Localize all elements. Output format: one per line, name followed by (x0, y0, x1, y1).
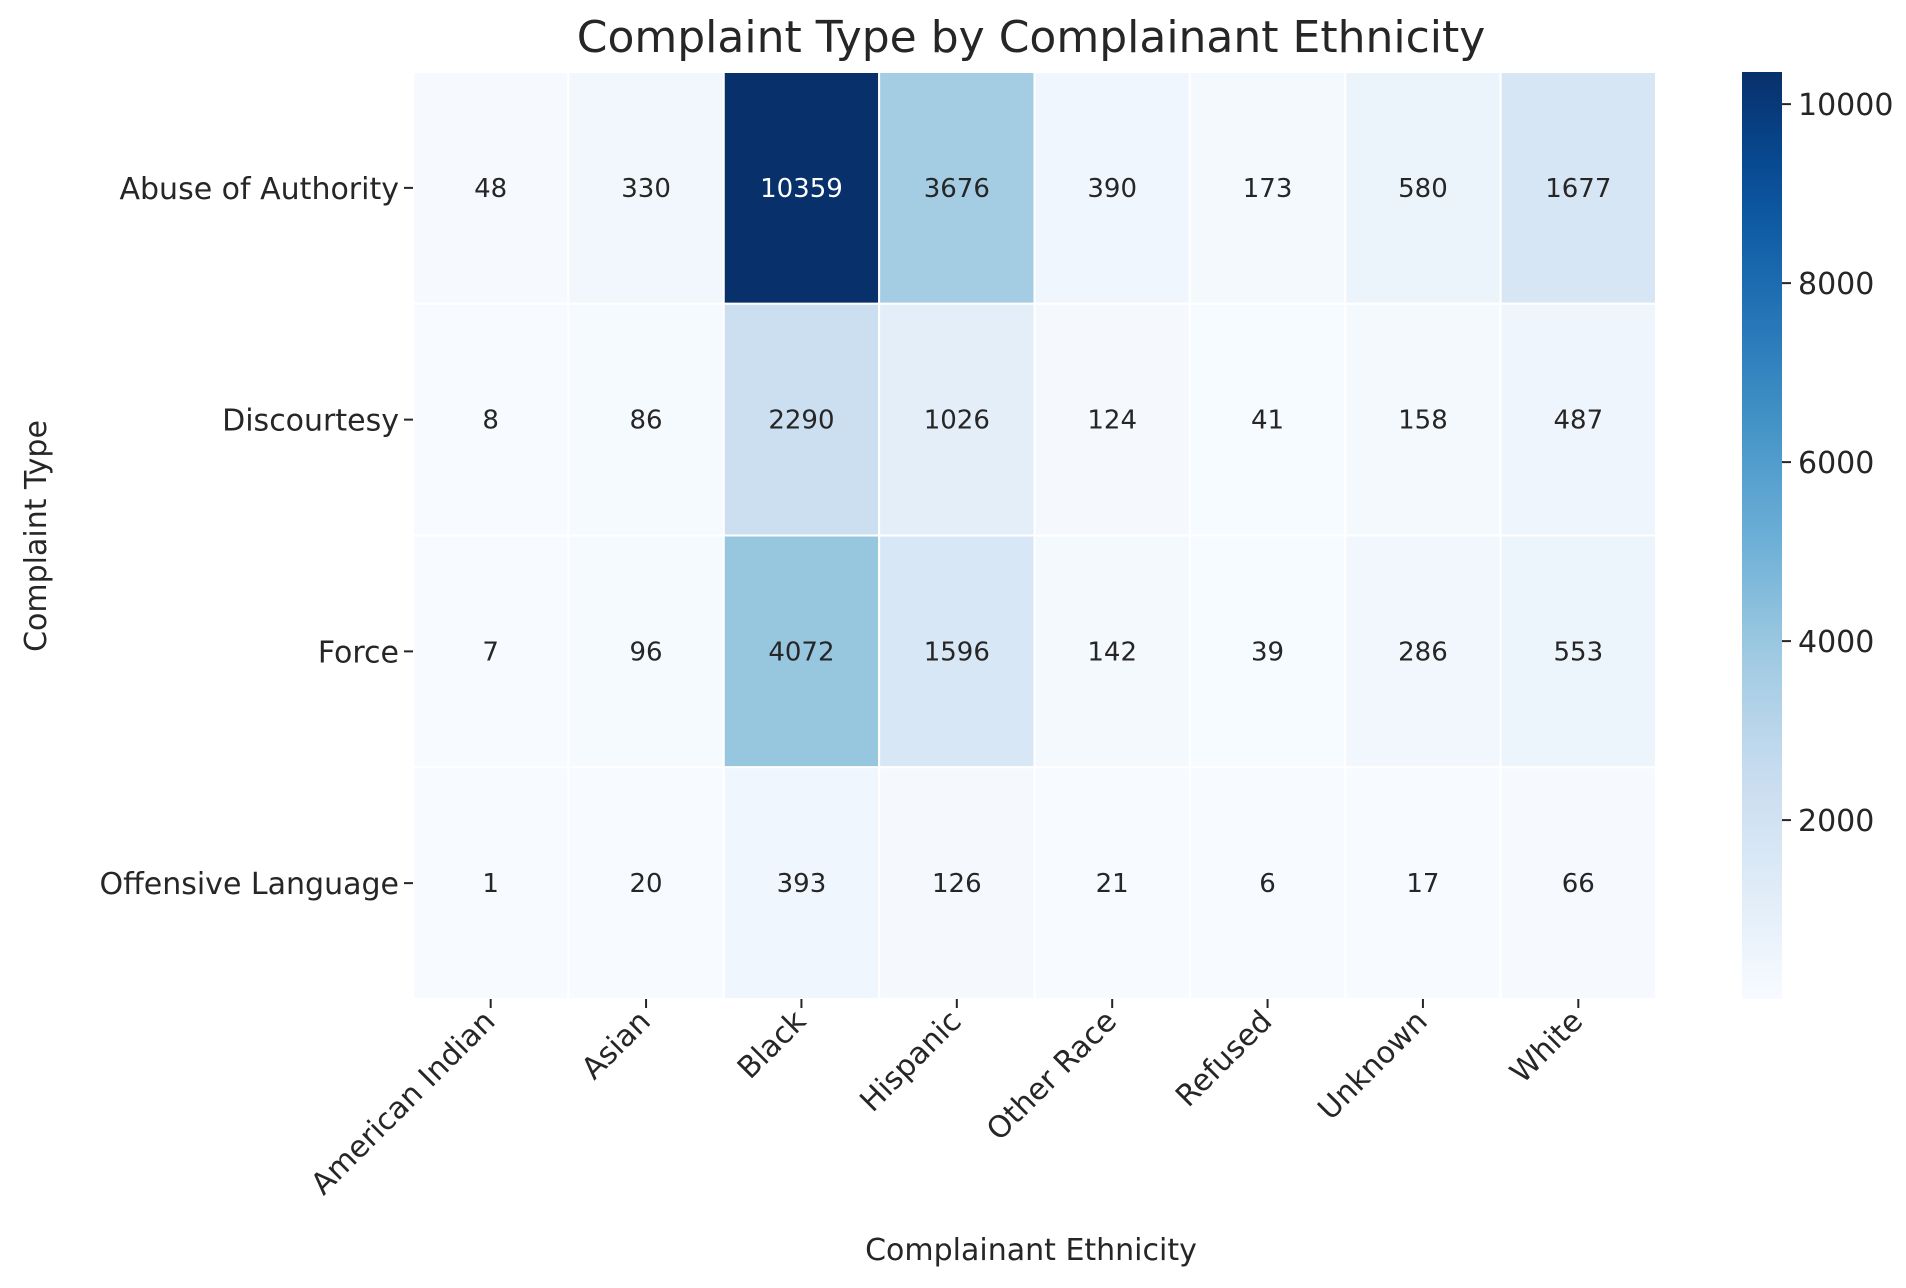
heatmap-cell (1344, 766, 1502, 1000)
colorbar-tick-label: 6000 (1798, 446, 1874, 481)
y-tick-label: Force (318, 635, 399, 670)
heatmap-cell (1033, 766, 1191, 1000)
heatmap-cell-value: 580 (1398, 174, 1448, 204)
x-tick-label: Asian (575, 1004, 658, 1087)
heatmap-cell (1033, 71, 1191, 305)
heatmap-cell-value: 286 (1398, 637, 1448, 667)
heatmap-cell-value: 1596 (924, 637, 990, 667)
heatmap-cell (878, 534, 1036, 769)
heatmap-cell-value: 1 (482, 869, 499, 899)
heatmap-cell (1499, 302, 1657, 537)
heatmap-cell-value: 1026 (924, 406, 990, 436)
x-tick-label: Unknown (1311, 1004, 1434, 1127)
x-axis: American Indian Asian Black Hispanic Other R… (304, 999, 1590, 1202)
y-axis-label: Complaint Type (19, 420, 54, 652)
heatmap-cell-value: 39 (1251, 637, 1284, 667)
heatmap-cell (412, 766, 570, 1000)
heatmap-cell (567, 71, 725, 305)
heatmap-cell-value: 6 (1259, 869, 1276, 899)
heatmap-cell (878, 71, 1036, 305)
heatmap-cell-value: 48 (474, 174, 507, 204)
heatmap-cell-value: 142 (1087, 637, 1137, 667)
x-tick-label: Hispanic (853, 1004, 968, 1119)
heatmap-cell-value: 17 (1406, 869, 1439, 899)
heatmap-cell (722, 71, 881, 305)
heatmap-cell (878, 766, 1036, 1000)
heatmap-cell (1188, 71, 1347, 305)
heatmap-cell-value: 20 (630, 869, 663, 899)
y-tick-label: Abuse of Authority (119, 172, 399, 207)
x-tick-label: Refused (1169, 1004, 1279, 1114)
heatmap-cell-value: 487 (1553, 406, 1603, 436)
heatmap-cell (1344, 302, 1502, 537)
x-axis-label: Complainant Ethnicity (865, 1233, 1197, 1268)
colorbar-tick-label: 8000 (1798, 267, 1874, 302)
heatmap-cell (1188, 534, 1347, 769)
heatmap-cell-value: 553 (1553, 637, 1603, 667)
heatmap-cell-value: 124 (1087, 406, 1137, 436)
heatmap-cell (1033, 302, 1191, 537)
y-tick-label: Discourtesy (222, 404, 399, 439)
heatmap-cell-value: 10359 (760, 174, 843, 204)
heatmap-cell (1499, 534, 1657, 769)
heatmap-cell (722, 766, 881, 1000)
heatmap-cell-value: 86 (630, 406, 663, 436)
heatmap-cell (1344, 534, 1502, 769)
heatmap-cell-value: 390 (1087, 174, 1137, 204)
heatmap-cell-value: 2290 (768, 406, 834, 436)
heatmap-cell (412, 71, 570, 305)
y-tick-label: Offensive Language (99, 867, 399, 902)
heatmap-cell-value: 41 (1251, 406, 1284, 436)
heatmap-cell-value: 96 (630, 637, 663, 667)
heatmap-cell (878, 302, 1036, 537)
x-tick-label: Black (731, 1003, 814, 1086)
colorbar-tick-label: 2000 (1798, 804, 1874, 839)
heatmap-cell (567, 302, 725, 537)
heatmap-cell-value: 1677 (1545, 174, 1611, 204)
x-tick-label: American Indian (304, 1004, 502, 1202)
heatmap-cell-value: 3676 (924, 174, 990, 204)
heatmap-cell (1033, 534, 1191, 769)
heatmap-cell-value: 66 (1562, 869, 1595, 899)
x-tick-label: Other Race (980, 1004, 1124, 1148)
heatmap-cells (412, 71, 1657, 1000)
heatmap-cell (567, 534, 725, 769)
heatmap-cell-value: 173 (1243, 174, 1293, 204)
heatmap-cell-value: 7 (482, 637, 499, 667)
heatmap-cell-value: 158 (1398, 406, 1448, 436)
x-tick-label: White (1504, 1004, 1590, 1090)
y-axis: Abuse of Authority Discourtesy Force Offens… (99, 172, 413, 902)
colorbar: 2000 4000 6000 8000 10000 (1742, 72, 1893, 999)
heatmap-cell-value: 330 (621, 174, 671, 204)
chart-title: Complaint Type by Complainant Ethnicity (577, 12, 1486, 63)
colorbar-tick-label: 4000 (1798, 625, 1874, 660)
colorbar-ticks: 2000 4000 6000 8000 10000 (1782, 88, 1893, 839)
heatmap-cell-value: 8 (482, 406, 499, 436)
heatmap-cell (1499, 71, 1657, 305)
colorbar-tick-label: 10000 (1798, 88, 1893, 123)
heatmap-cell (412, 534, 570, 769)
heatmap-cell-value: 126 (932, 869, 982, 899)
heatmap-cell (722, 534, 881, 769)
colorbar-gradient (1742, 72, 1782, 999)
heatmap-cell-value: 393 (777, 869, 827, 899)
heatmap-cell (1188, 302, 1347, 537)
heatmap-cell-value: 4072 (768, 637, 834, 667)
heatmap-cell-value: 21 (1096, 869, 1129, 899)
